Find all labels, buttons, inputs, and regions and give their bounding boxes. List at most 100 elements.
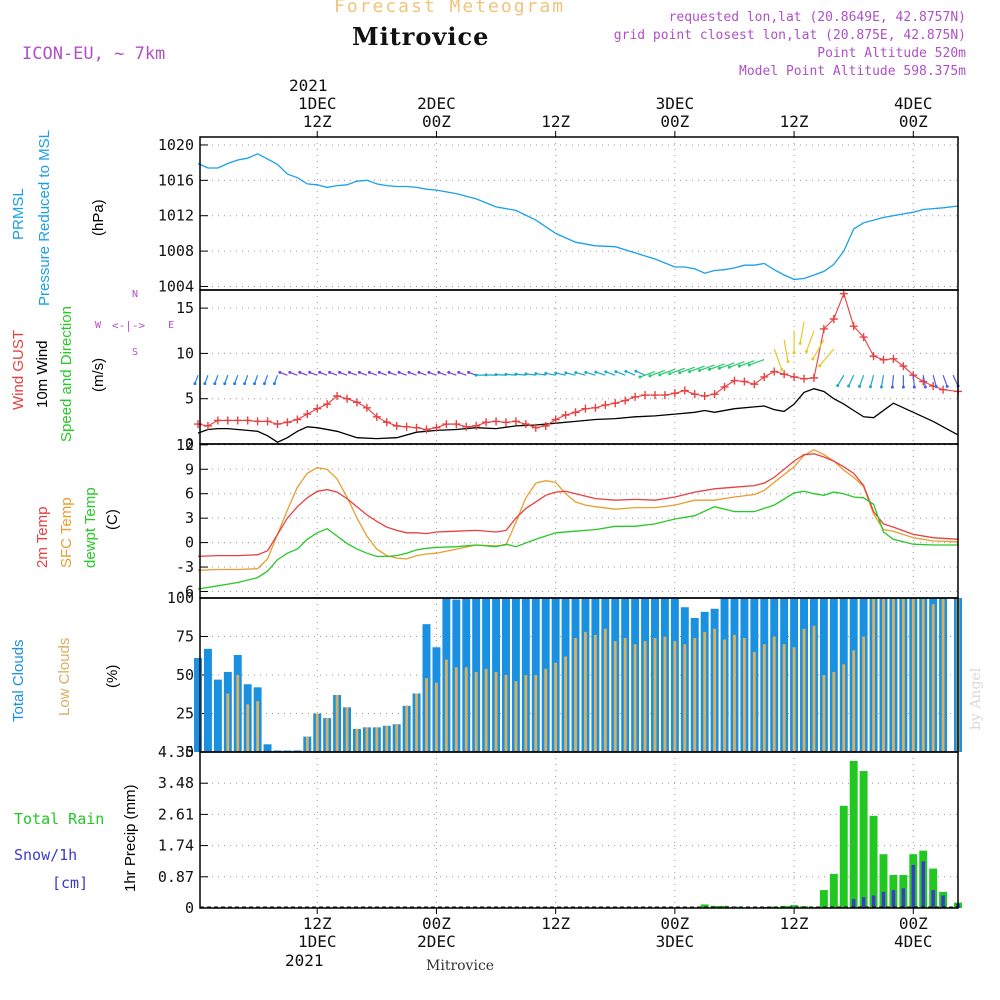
bottom-date-label: 2DEC <box>417 932 456 951</box>
bottom-hour-label: 00Z <box>422 914 451 933</box>
wind-arrow-head <box>427 370 431 374</box>
wind-gust-point <box>352 398 361 407</box>
wind-direction-arrow <box>505 373 516 376</box>
wind-gust-point <box>829 314 838 323</box>
wind-gust-point <box>660 391 669 400</box>
wind-arrow-head <box>811 357 815 361</box>
y-tick-label: 1.74 <box>158 837 194 855</box>
snow-label: Snow/1h <box>14 846 78 864</box>
wind-gust-point <box>790 372 799 381</box>
wind-direction-arrow <box>615 371 626 376</box>
wind-arrow-head <box>494 373 498 377</box>
wind-gust-point <box>233 416 242 425</box>
bottom-hour-label: 12Z <box>780 914 809 933</box>
wind-arrow-head <box>574 371 578 375</box>
wind-arrow-head <box>417 370 421 374</box>
wind-arrow-head <box>447 370 451 374</box>
wind-gust-point <box>372 412 381 421</box>
wind-gust-point <box>223 416 232 425</box>
wind-gust-point <box>561 411 570 420</box>
low-cloud-bar <box>534 675 538 752</box>
wind-arrow-head <box>367 370 371 374</box>
low-cloud-bar <box>832 671 836 752</box>
low-cloud-bar <box>762 644 766 752</box>
pressure-line <box>197 153 959 281</box>
wind-gust-point <box>432 423 441 432</box>
wind-gust-point <box>650 391 659 400</box>
wind-gust-point <box>819 324 828 333</box>
y-tick-label: 1008 <box>158 242 194 260</box>
bottom-hour-label: 12Z <box>541 914 570 933</box>
wind-direction-arrow <box>204 374 209 384</box>
wind-direction-arrow <box>234 374 239 384</box>
wind-arrow-head <box>397 370 401 374</box>
wind-gust-point <box>720 382 729 391</box>
wind-arrow-head <box>688 370 692 374</box>
wind-gust-point <box>839 289 848 298</box>
wind-gust-point <box>939 385 948 394</box>
wind-arrow-head <box>377 370 381 374</box>
footer-location: Mitrovice <box>426 958 495 974</box>
wind-arrow-head <box>858 384 862 388</box>
snow-bar <box>881 891 886 908</box>
low-cloud-bar <box>425 678 428 752</box>
wind-direction-arrow <box>639 370 656 378</box>
total-cloud-bar <box>194 658 202 752</box>
wind-direction-arrow <box>669 367 686 375</box>
wind-arrow-head <box>407 370 411 374</box>
low-cloud-bar <box>385 725 389 752</box>
wind-arrow-head <box>514 372 518 376</box>
wind-gust-point <box>482 418 491 427</box>
wind-arrow-head <box>912 385 916 389</box>
wind-gust-point <box>879 355 888 364</box>
wind-speed-line <box>197 388 959 443</box>
location-title: Mitrovice <box>352 22 490 51</box>
y-tick-label: 75 <box>176 628 194 646</box>
wind-direction-arrow <box>273 374 279 384</box>
wind-gust-point <box>392 421 401 430</box>
low-cloud-bar <box>633 644 637 752</box>
low-cloud-bar <box>444 659 448 752</box>
y-tick-label: 1012 <box>158 207 194 225</box>
wind-arrow-head <box>457 370 461 374</box>
wind-direction-arrow <box>783 339 789 362</box>
rain-bar <box>929 868 938 908</box>
wind-arrow-head <box>262 382 266 386</box>
wind-gust-point <box>631 392 640 401</box>
wind-gust-point <box>501 418 510 427</box>
wind-arrow-head <box>272 382 276 386</box>
wind-gust-point <box>462 422 471 431</box>
wind-arrow-head <box>243 382 247 386</box>
wind-gust-point <box>362 403 371 412</box>
wind-gust-point <box>700 391 709 400</box>
wind-gust-point <box>869 352 878 361</box>
wind-gust-point <box>551 415 560 424</box>
rain-bar <box>849 760 858 908</box>
wind-direction-arrow <box>679 366 695 374</box>
panel-frame <box>199 136 959 291</box>
low-cloud-bar <box>544 668 548 752</box>
low-cloud-bar <box>921 598 925 752</box>
top-date-label: 4DEC <box>894 94 933 113</box>
wind-arrow-head <box>193 382 197 386</box>
rain-bar <box>720 905 729 908</box>
rain-bar <box>700 904 709 908</box>
low-cloud-bar <box>703 631 707 752</box>
low-cloud-bar <box>574 638 577 752</box>
wind-direction-arrow <box>922 375 926 388</box>
wind-gust-point <box>492 417 501 426</box>
wind-arrow-head <box>484 373 488 377</box>
wind-gust-point <box>521 420 530 429</box>
low-cloud-bar <box>643 641 647 752</box>
wind-arrow-head <box>923 385 927 389</box>
y-tick-label: 15 <box>176 299 194 317</box>
low-cloud-bar <box>435 682 438 752</box>
wind-arrow-head <box>678 371 682 375</box>
wind-arrow-head <box>945 384 949 388</box>
y-tick-label: 50 <box>176 666 194 684</box>
low-cloud-bar <box>842 664 846 752</box>
total-rain-label: Total Rain <box>14 810 105 828</box>
wind-arrow-head <box>604 370 608 374</box>
wind-arrow-head <box>308 370 312 374</box>
low-cloud-bar <box>931 604 935 752</box>
